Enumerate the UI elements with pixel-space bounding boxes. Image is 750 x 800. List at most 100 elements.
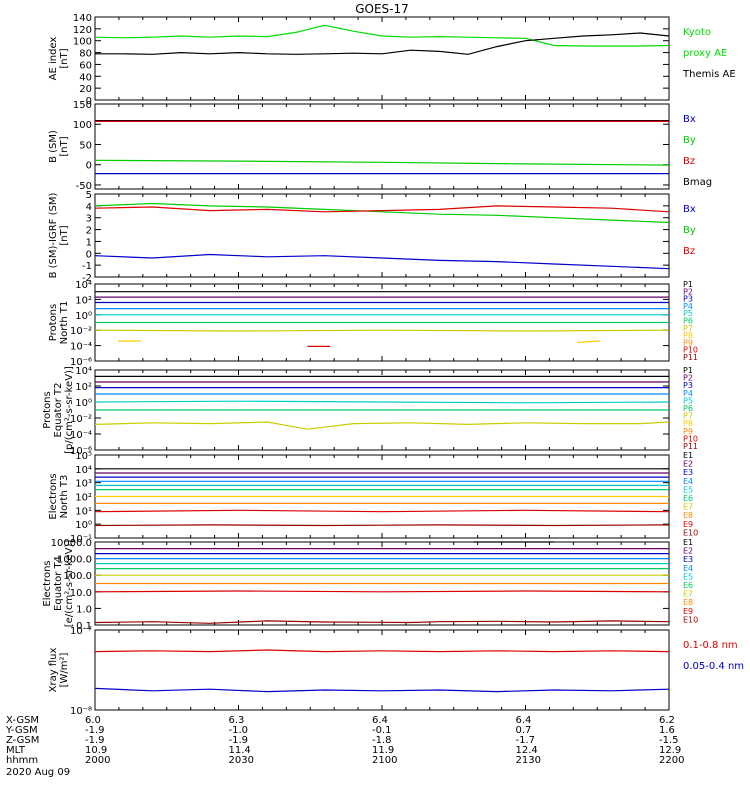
x-axis-value: 2100	[372, 755, 397, 766]
series-line-by	[94, 202, 670, 224]
y-tick-label: 10⁵	[75, 451, 92, 462]
series-line-kyoto-proxy-ae	[94, 24, 670, 47]
legend-entry: E2	[683, 547, 693, 556]
y-tick-label: 1000.0	[57, 555, 92, 566]
x-axis-value: 6.0	[85, 715, 101, 726]
y-tick-label: 10⁻²	[70, 414, 92, 425]
legend-entry: E9	[683, 607, 693, 616]
x-axis-value: 2030	[229, 755, 254, 766]
y-axis-label-line: [p/(cm²-s-sr-keV)]	[64, 366, 75, 454]
legend-entry: Themis AE	[682, 69, 736, 80]
y-tick-label: 10⁴	[75, 366, 92, 377]
legend-entry: E3	[683, 468, 693, 477]
y-tick-label: 1	[86, 237, 92, 248]
panel-frame	[94, 103, 670, 190]
x-axis-value: 12.9	[659, 745, 681, 756]
y-tick-label: 0.1	[76, 621, 92, 632]
y-tick-label: 10.0	[70, 588, 92, 599]
y-axis-label-line: B (SM)	[48, 130, 59, 163]
y-tick-label: 40	[79, 72, 92, 83]
legend-entry: Bz	[683, 156, 695, 167]
y-axis-label: ProtonsNorth T1	[48, 301, 70, 345]
y-tick-label: 60	[79, 60, 92, 71]
legend-entry: E6	[683, 581, 693, 590]
y-axis-label-line: Protons	[42, 391, 53, 428]
legend-entry: Bmag	[683, 177, 712, 188]
legend-entry: 0.05-0.4 nm	[683, 661, 744, 672]
panel-frame	[94, 629, 670, 711]
y-tick-label: 10²	[75, 382, 92, 393]
y-tick-label: -2	[82, 273, 92, 284]
series-line-bx	[94, 253, 670, 270]
y-tick-label: 10⁴	[75, 465, 92, 476]
legend-entry: By	[683, 225, 696, 236]
y-axis-label: Xray flux[W/m²]	[48, 648, 70, 693]
panel-2: -50 0 50 100 150 B (SM)[nT] Bx By Bz Bmag	[48, 100, 712, 192]
legend-entry: P3	[683, 295, 693, 304]
x-axis-value: -1.9	[85, 735, 105, 746]
y-axis-label: ProtonsEquator T2[p/(cm²-s-sr-keV)]	[42, 366, 75, 454]
x-axis-value: 6.2	[659, 715, 675, 726]
legend-entry: 0.1-0.8 nm	[683, 640, 738, 651]
chart-title: GOES-17	[355, 2, 409, 16]
x-axis-value: 6.4	[372, 715, 388, 726]
legend-entry: P9	[683, 338, 693, 347]
y-tick-label: 120	[73, 25, 92, 36]
y-axis-label-line: [e/(cm²-s-sr-keV)]	[64, 540, 75, 628]
series-line-e9	[94, 590, 670, 593]
y-axis-label-line: Electrons	[42, 560, 53, 606]
legend-entry: P7	[683, 324, 693, 333]
legend-entry: P1	[683, 280, 693, 289]
legend-entry: Bx	[683, 114, 696, 125]
legend-entry: By	[683, 135, 696, 146]
x-row-label: Y-GSM	[5, 725, 38, 736]
legend-entry: E6	[683, 494, 693, 503]
x-row-label: X-GSM	[6, 715, 39, 726]
y-axis-label-line: AE index	[48, 37, 59, 81]
x-axis-value: 11.9	[372, 745, 394, 756]
y-tick-label: 5	[86, 190, 92, 201]
legend-entry: P7	[683, 412, 693, 421]
legend-entry: E8	[683, 511, 693, 520]
y-axis-label-line: [nT]	[59, 136, 70, 156]
y-tick-label: 150	[73, 100, 92, 111]
x-axis-value: -0.1	[372, 725, 392, 736]
y-tick-label: 10⁰	[75, 520, 92, 531]
legend-entry: P2	[683, 374, 693, 383]
legend-entry: P6	[683, 404, 693, 413]
y-tick-label: 10000.0	[51, 538, 92, 549]
series-line-p5	[94, 400, 670, 404]
series-line-by	[94, 159, 670, 166]
legend-entry: proxy AE	[683, 48, 727, 59]
y-axis-label: B (SM)-IGRF (SM)[nT]	[48, 193, 70, 279]
x-axis-value: 2000	[85, 755, 110, 766]
legend-entry: E5	[683, 485, 693, 494]
y-tick-label: -1	[82, 261, 92, 272]
legend-entry: E9	[683, 520, 693, 529]
y-tick-label: 10³	[75, 479, 92, 490]
x-axis-value: 2200	[659, 755, 684, 766]
legend-entry: Bz	[683, 246, 695, 257]
legend-entry: E1	[683, 451, 693, 460]
y-axis-label-line: North T1	[59, 301, 70, 345]
x-axis-value: 0.7	[516, 725, 532, 736]
y-axis-label-line: Electrons	[48, 473, 59, 519]
x-axis-value: -1.9	[85, 725, 105, 736]
y-tick-label: 0	[86, 249, 92, 260]
legend-entry: E5	[683, 572, 693, 581]
legend-entry: E4	[683, 477, 693, 486]
y-tick-label: 10⁰	[75, 398, 92, 409]
panel-4: 10⁻⁶ 10⁻⁴ 10⁻² 10⁰ 10² 10⁴ ProtonsNorth T1 P1P2…	[48, 280, 698, 368]
legend-entry: E10	[683, 615, 698, 624]
x-axis-value: -1.7	[516, 735, 536, 746]
x-row-label: Z-GSM	[6, 735, 39, 746]
series-line-e9	[94, 509, 670, 513]
series-line-themis-ae	[95, 32, 670, 55]
y-axis-label-line: Equator T2	[53, 383, 64, 438]
y-axis-label-line: [nT]	[59, 225, 70, 245]
x-axis-value: -1.0	[229, 725, 249, 736]
x-row-label: MLT	[6, 745, 26, 756]
